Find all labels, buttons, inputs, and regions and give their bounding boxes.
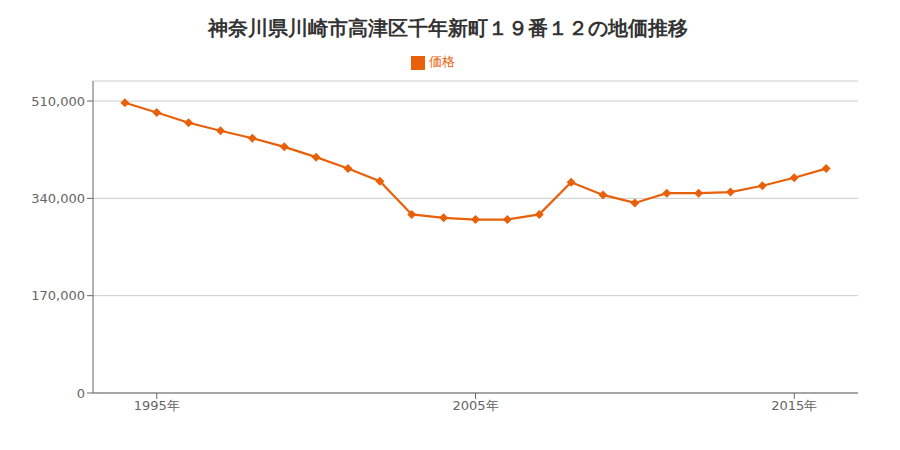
svg-text:1995年: 1995年	[134, 398, 180, 413]
svg-text:2015年: 2015年	[771, 398, 817, 413]
svg-text:170,000: 170,000	[31, 288, 85, 303]
svg-text:0: 0	[77, 386, 85, 401]
svg-text:510,000: 510,000	[31, 94, 85, 109]
html-text:神奈川県川崎市高津区千年新町１９番１２の地価推移: 神奈川県川崎市高津区千年新町１９番１２の地価推移	[208, 16, 688, 40]
svg-text:340,000: 340,000	[31, 191, 85, 206]
html-text:価格: 価格	[429, 54, 455, 69]
svg-text:2005年: 2005年	[452, 398, 498, 413]
